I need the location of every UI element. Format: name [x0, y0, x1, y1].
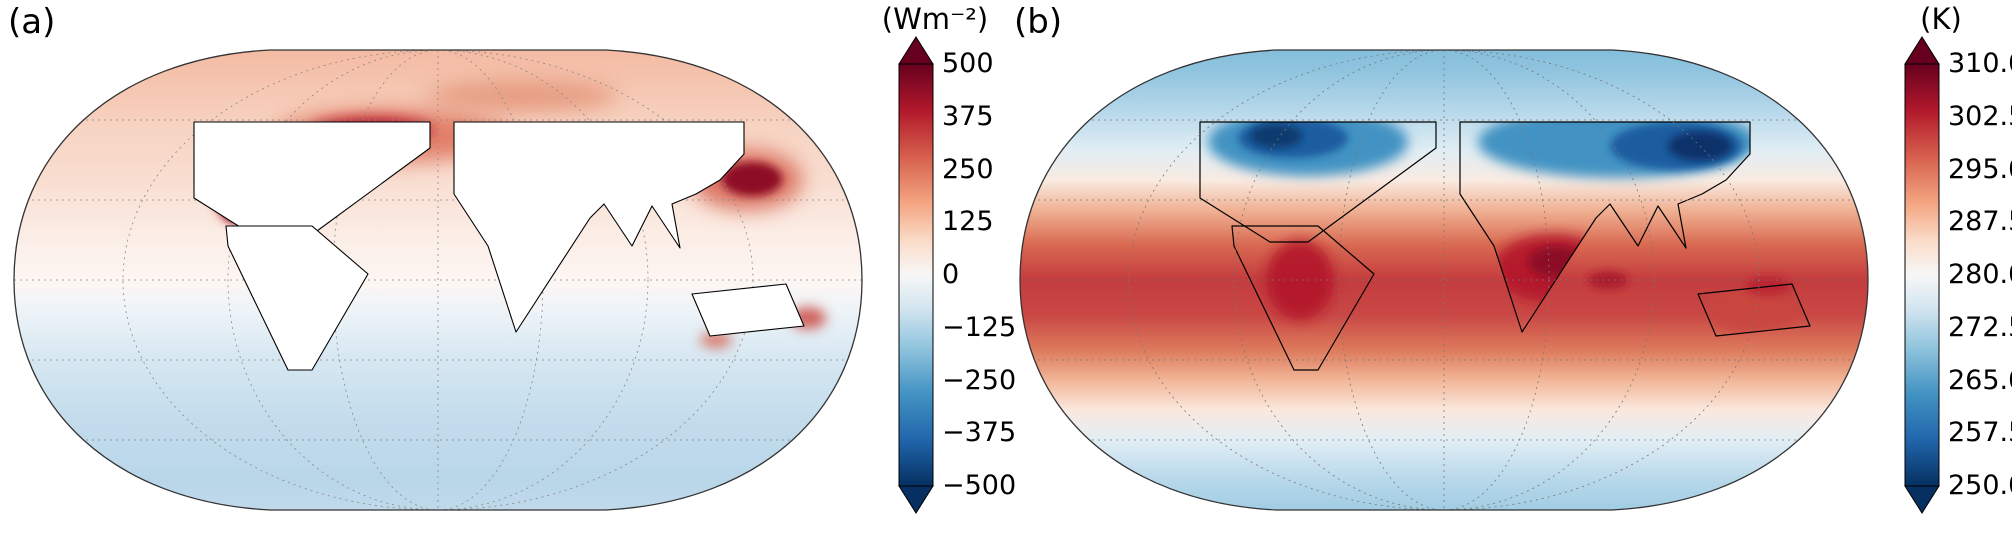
- continent-south-america: [225, 225, 369, 371]
- colorbar-b-gradient: [1904, 63, 1940, 487]
- continent-south-america-outline: [1231, 225, 1375, 371]
- continent-eurasia-africa-outline: [1459, 121, 1751, 333]
- colorbar-tick: −125: [942, 311, 1017, 343]
- colorbar-tick: 375: [942, 100, 994, 132]
- colorbar-tick: 500: [942, 48, 994, 79]
- continent-eurasia-africa: [453, 121, 745, 333]
- panel-a: (a): [8, 2, 1016, 514]
- colorbar-tick: −500: [942, 470, 1017, 501]
- graticule-b: [1020, 50, 1868, 510]
- colorbar-tick: 310.0: [1948, 48, 2012, 79]
- continent-north-america-outline: [1199, 121, 1437, 243]
- colorbar-b-bottom-arrow: [1904, 485, 1940, 514]
- continent-australia-outline: [1697, 283, 1811, 337]
- map-b-outline: [1019, 49, 1869, 511]
- colorbar-tick: 250.0: [1948, 470, 2012, 501]
- colorbar-a-bottom-arrow: [898, 485, 934, 514]
- coastlines-b: [1199, 121, 1811, 371]
- colorbar-tick: 265.0: [1948, 364, 2012, 396]
- colorbar-b-top-arrow: [1904, 36, 1940, 65]
- continents-a: [193, 121, 805, 371]
- colorbar-a-ticks: 500 375 250 125 0 −125 −250 −375 −500: [942, 50, 1016, 500]
- colorbar-tick: 272.5: [1948, 311, 2012, 343]
- colorbar-a: [898, 36, 934, 514]
- colorbar-b: [1904, 36, 1940, 514]
- colorbar-tick: 302.5: [1948, 100, 2012, 132]
- colorbar-tick: 257.5: [1948, 417, 2012, 449]
- colorbar-tick: −375: [942, 417, 1017, 449]
- colorbar-a-top-arrow: [898, 36, 934, 65]
- colorbar-b-ticks: 310.0 302.5 295.0 287.5 280.0 272.5 265.…: [1948, 50, 2012, 500]
- map-panel-a: [13, 49, 863, 511]
- colorbar-tick: 250: [942, 153, 994, 185]
- colorbar-tick: 0: [942, 259, 960, 290]
- colorbar-tick: −250: [942, 364, 1017, 396]
- colorbar-b-unit-label: (K): [1920, 2, 1962, 36]
- colorbar-tick: 125: [942, 206, 994, 238]
- colorbar-a-gradient: [898, 63, 934, 487]
- map-a-outline: [13, 49, 863, 511]
- colorbar-tick: 287.5: [1948, 206, 2012, 238]
- colorbar-tick: 295.0: [1948, 153, 2012, 185]
- continent-australia: [691, 283, 805, 337]
- panel-b-label: (b): [1014, 2, 1063, 42]
- colorbar-tick: 280.0: [1948, 259, 2012, 290]
- panel-a-label: (a): [8, 2, 56, 42]
- colorbar-a-unit-label: (Wm⁻²): [881, 2, 989, 36]
- map-panel-b: [1019, 49, 1869, 511]
- panel-b: (b): [1006, 0, 2012, 536]
